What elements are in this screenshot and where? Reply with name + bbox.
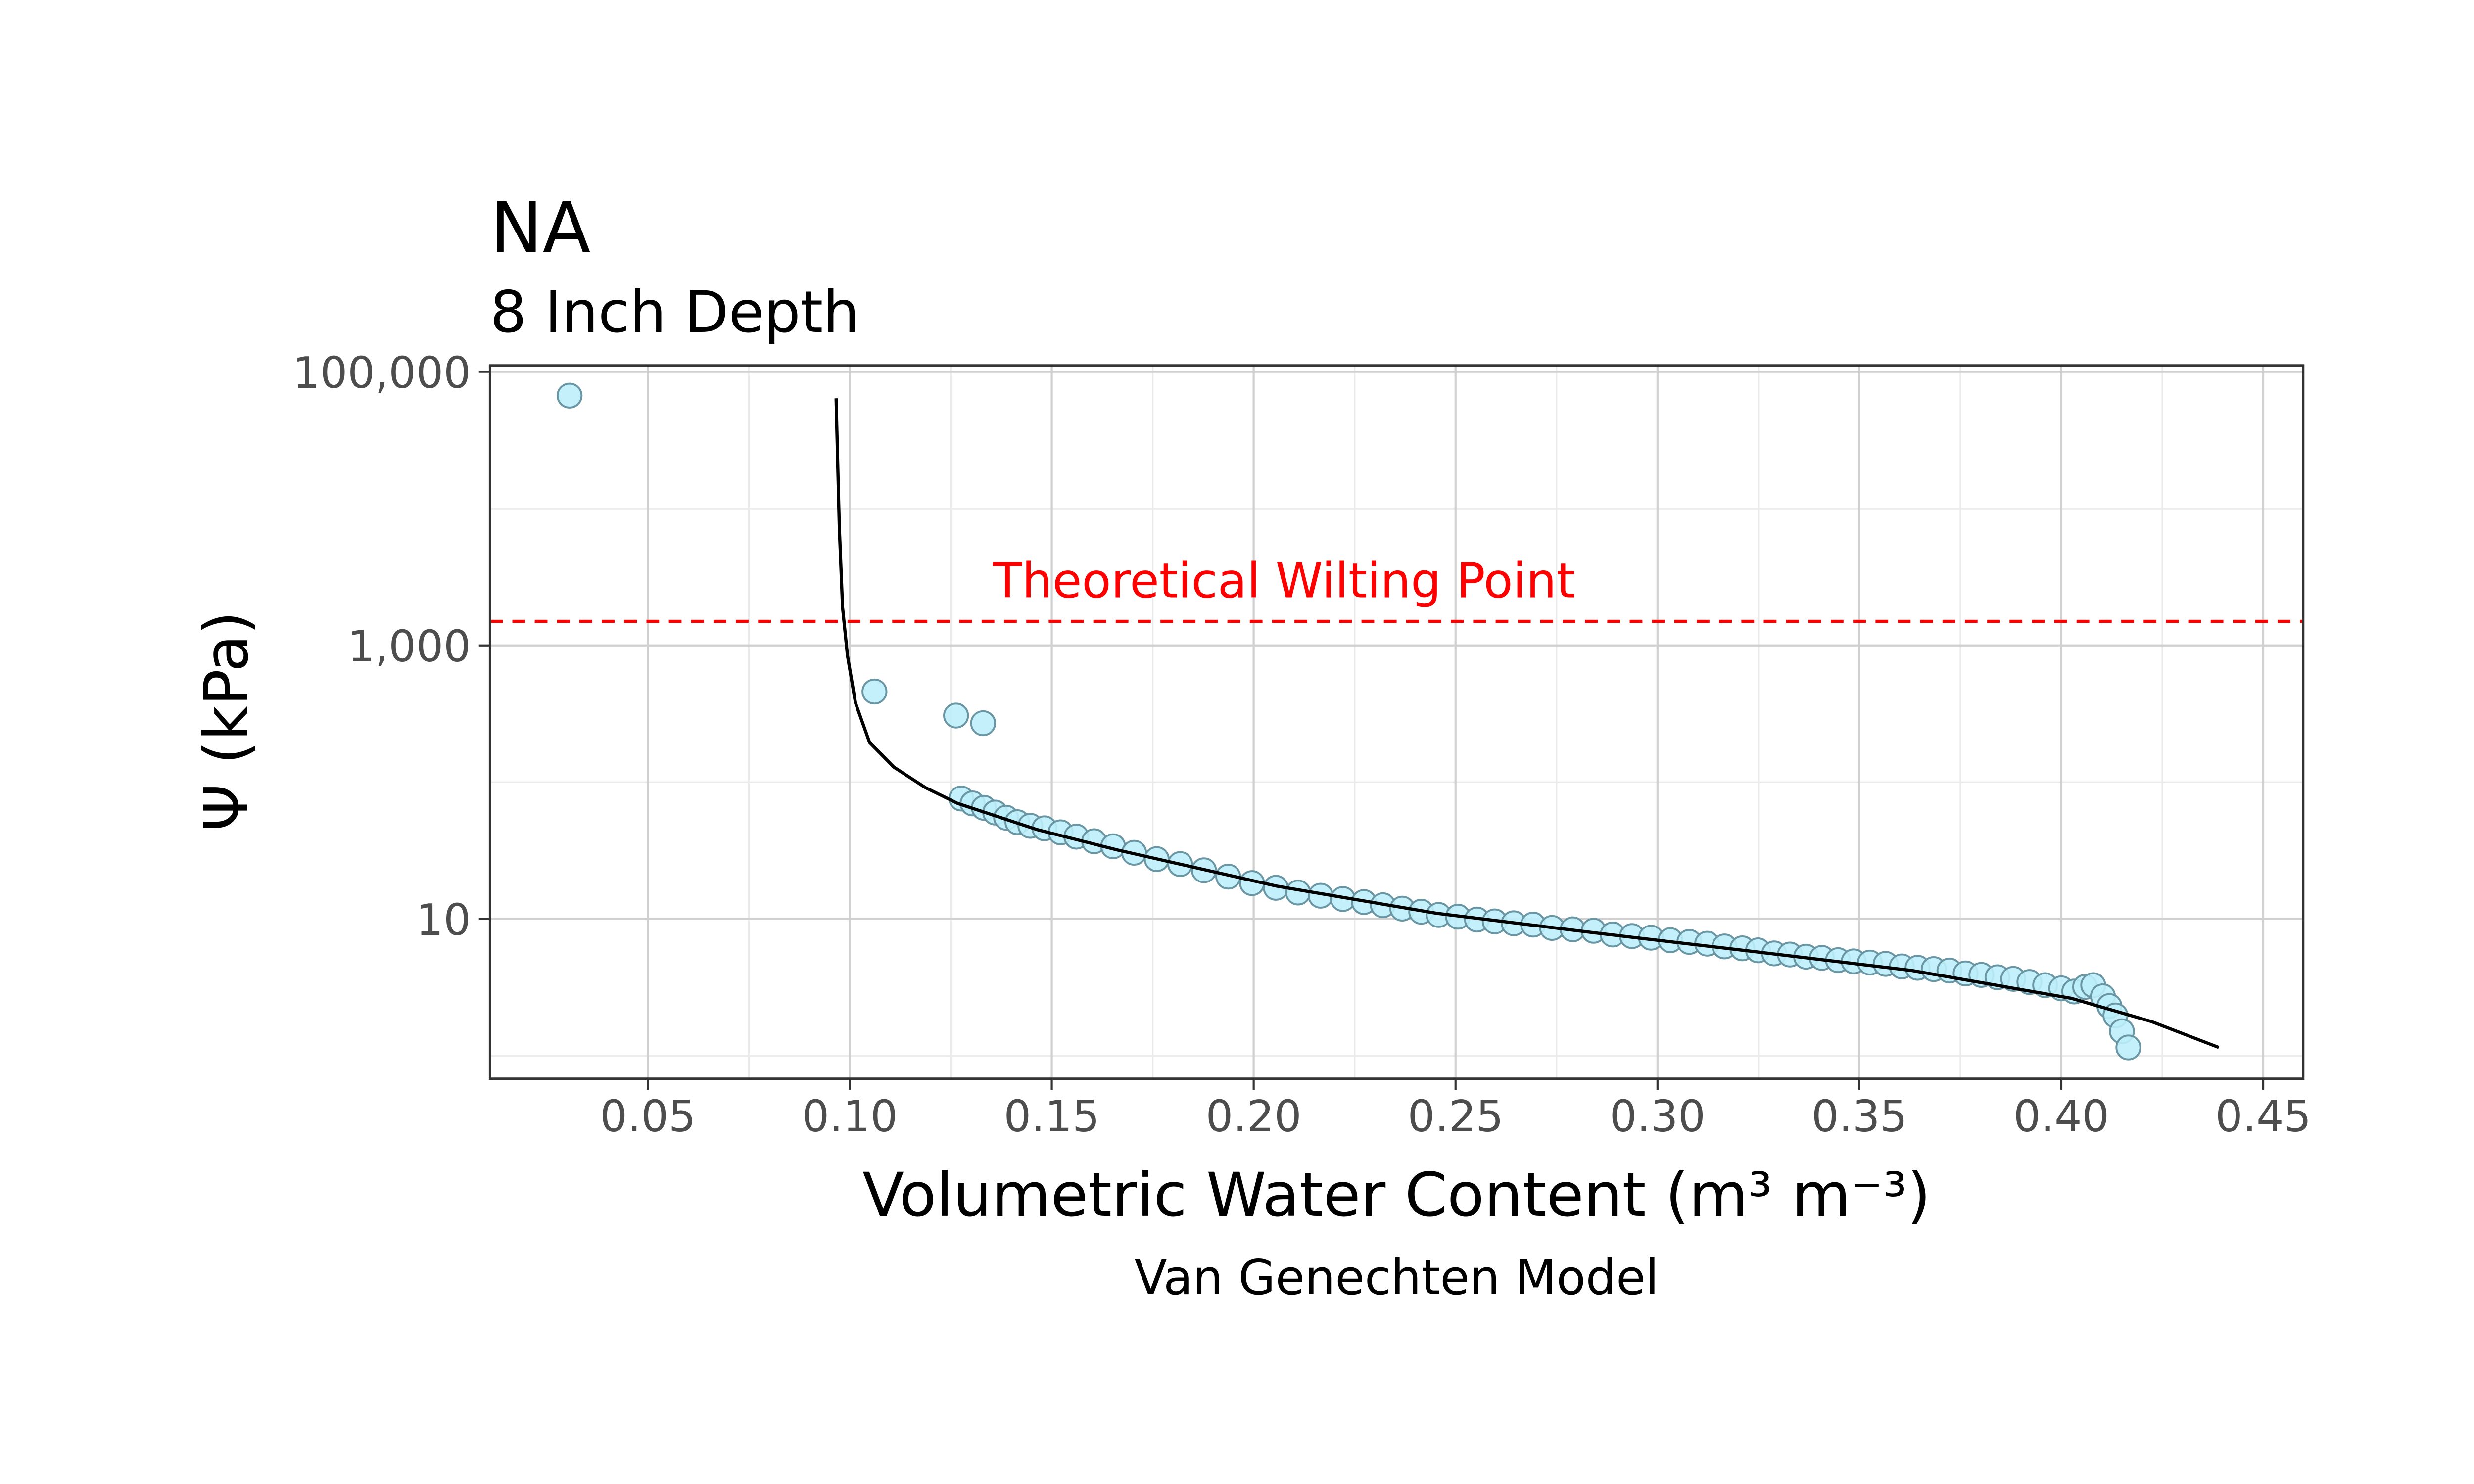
chart-title: NA	[490, 187, 590, 269]
x-tick-label: 0.10	[802, 1091, 898, 1142]
grid	[490, 365, 2303, 1079]
caption: Van Genechten Model	[1135, 1250, 1659, 1305]
x-tick-label: 0.20	[1206, 1091, 1302, 1142]
x-tick-label: 0.05	[600, 1091, 696, 1142]
y-tick-label: 1,000	[347, 621, 471, 672]
fitted-curve	[834, 398, 2220, 1049]
data-point	[943, 702, 969, 729]
panel-border	[488, 364, 2305, 1080]
annotation: Theoretical Wilting Point	[992, 553, 1575, 609]
data-point	[861, 678, 888, 705]
x-axis-title: Volumetric Water Content (m³ m⁻³)	[862, 1159, 1931, 1230]
chart-subtitle: 8 Inch Depth	[490, 279, 859, 346]
x-tick-label: 0.45	[2215, 1091, 2311, 1142]
x-tick-label: 0.40	[2013, 1091, 2109, 1142]
x-tick-label: 0.15	[1004, 1091, 1100, 1142]
data-point	[970, 710, 996, 737]
x-tick-label: 0.35	[1811, 1091, 1907, 1142]
plot-area: Theoretical Wilting Point	[490, 382, 2303, 1061]
x-tick-label: 0.30	[1610, 1091, 1706, 1142]
y-axis-title: Ψ (kPa)	[191, 611, 262, 832]
data-point	[556, 382, 583, 409]
x-tick-label: 0.25	[1408, 1091, 1504, 1142]
data-point	[2115, 1034, 2141, 1061]
axes: 0.05 0.10 0.15 0.20 0.25 0.30 0.35 0.40 0.45 10 1,…	[293, 348, 2311, 1142]
y-tick-label: 10	[416, 895, 471, 945]
y-tick-label: 100,000	[293, 348, 471, 398]
